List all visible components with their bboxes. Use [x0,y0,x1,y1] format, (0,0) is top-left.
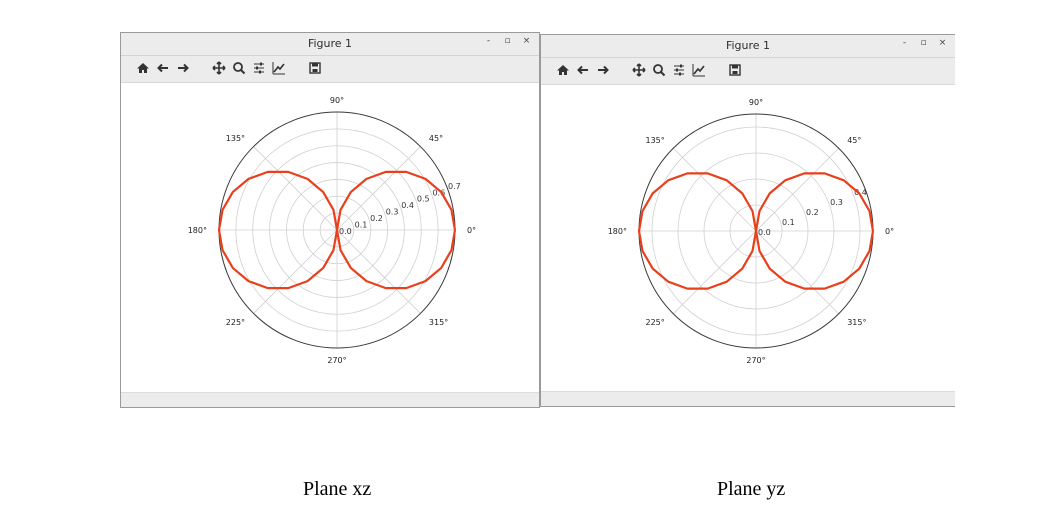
angular-gridline [755,147,840,232]
series-line [217,170,457,290]
back-arrow-icon[interactable] [575,62,591,78]
subplots-icon[interactable] [251,60,267,76]
figure-window-yz: Figure 1 - ▫ × 0° 45° 90° 13 [540,34,955,407]
zoom-icon[interactable] [651,62,667,78]
radial-tick-label: 0.1 [782,218,795,227]
status-bar [541,391,955,406]
window-title: Figure 1 [725,39,771,52]
close-button[interactable]: × [522,36,531,46]
caption-plane-yz: Plane yz [717,478,786,500]
angular-gridline [336,146,421,231]
angle-tick-label: 180° [608,227,627,236]
home-icon[interactable] [135,60,151,76]
radial-tick-label: 0.1 [355,221,368,230]
back-arrow-icon[interactable] [155,60,171,76]
radial-tick-label: 0.6 [432,188,445,197]
angle-tick-label: 225° [226,318,245,327]
window-titlebar[interactable]: Figure 1 - ▫ × [541,35,955,58]
angle-tick-label: 270° [746,356,765,365]
angular-gridline [336,229,421,314]
series-line [637,172,875,290]
angular-gridline [672,147,757,232]
radial-tick-label: 0.0 [758,228,771,237]
subplots-icon[interactable] [671,62,687,78]
figure-window-xz: Figure 1 - ▫ × 0° 45° 90° 13 [120,32,540,408]
polar-plot-yz: 0° 45° 90° 135° 180° 225° 270° 315° 0.0 0.1 0.2 0.3… [608,98,894,365]
angle-tick-label: 0° [467,226,476,235]
angle-tick-label: 135° [226,134,245,143]
angle-tick-label: 90° [330,96,344,105]
status-bar [121,392,539,407]
home-icon[interactable] [555,62,571,78]
radial-tick-label: 0.2 [806,208,819,217]
angle-tick-label: 45° [429,134,443,143]
window-titlebar[interactable]: Figure 1 - ▫ × [121,33,539,56]
minimize-button[interactable]: - [902,38,907,48]
save-icon[interactable] [307,60,323,76]
angle-tick-label: 225° [646,318,665,327]
save-icon[interactable] [727,62,743,78]
angular-gridline [672,230,757,315]
angular-gridline [253,146,338,231]
angle-tick-label: 135° [646,136,665,145]
radial-tick-label: 0.4 [854,188,867,197]
angle-tick-label: 0° [885,227,894,236]
forward-arrow-icon[interactable] [175,60,191,76]
radial-tick-label: 0.4 [401,201,414,210]
angle-tick-label: 180° [188,226,207,235]
toolbar [121,56,539,83]
minimize-button[interactable]: - [486,36,491,46]
forward-arrow-icon[interactable] [595,62,611,78]
caption-plane-xz: Plane xz [303,478,372,500]
radial-tick-label: 0.7 [448,182,461,191]
polar-plot-xz: 0° 45° 90° 135° 180° 225° 270° 315° 0.00.10.20.3… [188,96,476,365]
toolbar [541,58,955,85]
radial-tick-label: 0.2 [370,214,383,223]
radial-tick-label: 0.0 [339,227,352,236]
radial-tick-label: 0.3 [386,208,399,217]
radial-tick-label: 0.3 [830,198,843,207]
pan-icon[interactable] [211,60,227,76]
angle-tick-label: 315° [847,318,866,327]
angular-gridline [253,229,338,314]
maximize-button[interactable]: ▫ [504,36,511,46]
edit-axis-icon[interactable] [691,62,707,78]
window-title: Figure 1 [307,37,353,50]
radial-tick-label: 0.5 [417,195,430,204]
angle-tick-label: 315° [429,318,448,327]
maximize-button[interactable]: ▫ [920,38,927,48]
angle-tick-label: 270° [327,356,346,365]
angle-tick-label: 45° [847,136,861,145]
zoom-icon[interactable] [231,60,247,76]
edit-axis-icon[interactable] [271,60,287,76]
close-button[interactable]: × [938,38,947,48]
angle-tick-label: 90° [749,98,763,107]
pan-icon[interactable] [631,62,647,78]
angular-gridline [755,230,840,315]
